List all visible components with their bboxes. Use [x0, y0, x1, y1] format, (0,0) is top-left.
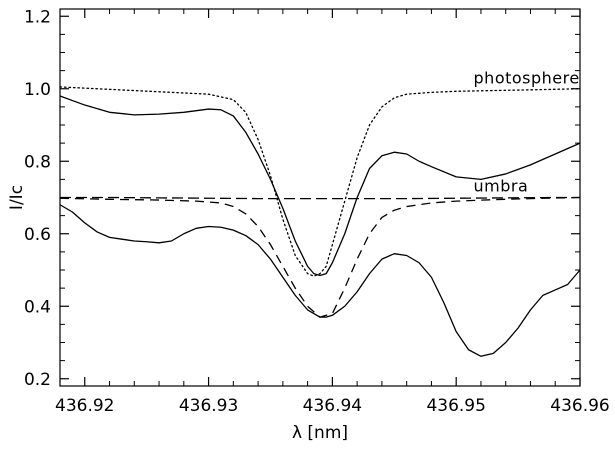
series-group	[59, 86, 581, 357]
annotations-group: photosphere umbra	[474, 68, 580, 195]
series-line-2	[59, 95, 581, 277]
ticks-group: 436.92 436.93 436.94 436.95 436.96 0.2 0.4 0.6 0…	[24, 7, 610, 416]
x-tick-label: 436.93	[179, 396, 238, 416]
annotation-photosphere: photosphere	[474, 68, 580, 87]
series-line-3	[60, 196, 580, 200]
series-line-4	[59, 196, 581, 318]
x-tick-label: 436.96	[550, 396, 609, 416]
y-tick-label: 1.0	[24, 80, 51, 100]
x-tick-label: 436.94	[303, 396, 362, 416]
y-tick-label: 0.4	[24, 297, 51, 317]
annotation-umbra: umbra	[474, 177, 529, 196]
series-line-1	[59, 86, 581, 277]
x-tick-label: 436.95	[426, 396, 485, 416]
series-line-5	[59, 204, 581, 357]
y-tick-label: 1.2	[24, 7, 51, 27]
x-tick-label: 436.92	[55, 396, 114, 416]
y-axis-label: I/Ic	[7, 185, 27, 210]
y-tick-label: 0.2	[24, 370, 51, 390]
x-axis-label: λ [nm]	[292, 423, 348, 443]
y-tick-label: 0.8	[24, 152, 51, 172]
y-tick-label: 0.6	[24, 225, 51, 245]
